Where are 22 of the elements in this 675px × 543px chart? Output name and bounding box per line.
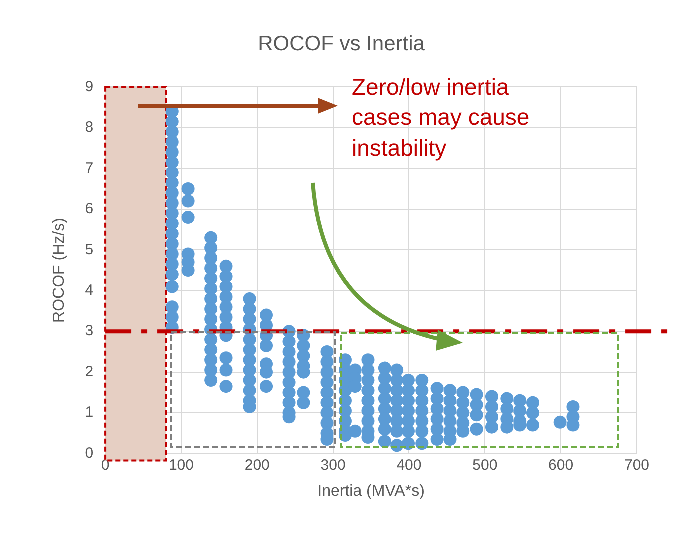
y-axis-title: ROCOF (Hz/s): [51, 218, 68, 323]
y-tick-label: 0: [85, 444, 94, 462]
y-tick-label: 2: [85, 363, 94, 380]
x-tick-label: 400: [396, 456, 422, 474]
y-tick-label: 7: [85, 160, 94, 177]
y-tick-label: 6: [85, 200, 94, 218]
x-tick-label: 0: [101, 456, 110, 474]
y-tick-label: 9: [85, 78, 94, 96]
y-tick-label: 8: [85, 119, 94, 136]
y-tick-label: 3: [85, 322, 94, 340]
y-tick-label: 1: [85, 404, 94, 422]
x-tick-label: 100: [168, 456, 194, 474]
x-tick-label: 300: [320, 456, 346, 474]
y-tick-label: 5: [85, 241, 94, 258]
x-axis-title: Inertia (MVA*s): [318, 482, 425, 500]
x-tick-label: 500: [472, 456, 498, 474]
x-tick-label: 700: [624, 456, 650, 474]
chart-title: ROCOF vs Inertia: [258, 32, 426, 56]
annotation: Zero/low inertia cases may cause instability: [352, 73, 531, 163]
x-tick-label: 600: [548, 456, 574, 474]
y-tick-label: 4: [85, 282, 94, 300]
x-tick-label: 200: [244, 456, 270, 474]
